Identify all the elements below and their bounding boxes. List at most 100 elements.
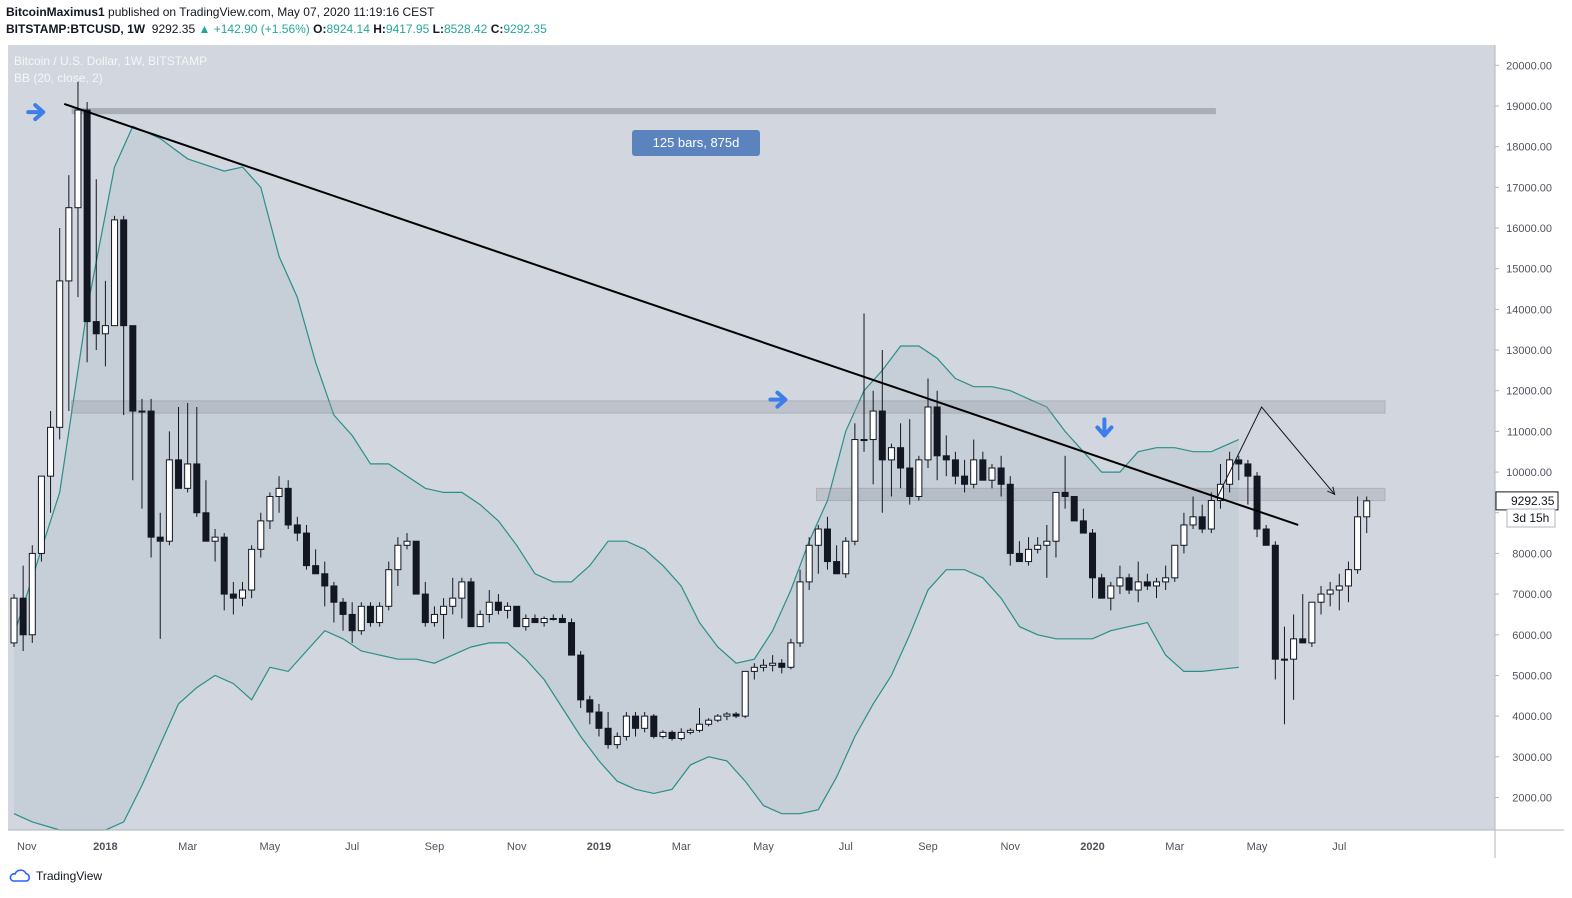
candle-body-107 [988,467,996,481]
candle-body-48 [449,597,457,607]
candle-body-98 [906,467,914,497]
candle-body-5 [56,280,64,428]
candle-body-87 [805,544,813,583]
candle-body-60 [558,617,566,624]
y-tick-label-9: 11000.00 [1507,426,1552,438]
author-name[interactable]: BitcoinMaximus1 [6,5,105,19]
candle-body-148 [1363,500,1371,518]
tradingview-logo[interactable]: TradingView [8,869,102,883]
candle-body-115 [1061,491,1069,497]
candle-body-117 [1079,520,1087,534]
candle-body-138 [1271,544,1279,660]
close-label: C: [490,22,504,36]
open-label: O: [313,22,327,36]
candle-body-99 [915,459,923,497]
candle-body-54 [504,605,512,611]
projection-arrowhead [1327,486,1336,496]
bb-upper-line [13,125,1240,664]
y-tick-label-4: 6000.00 [1512,630,1552,642]
candle-body-139 [1280,658,1288,661]
trendline [63,103,1299,526]
candle-body-13 [129,325,137,412]
candle-body-43 [403,540,411,546]
candle-body-11 [111,219,119,327]
candle-body-101 [933,406,941,457]
candle-body-51 [476,613,484,628]
candle-body-39 [366,605,374,624]
candle-body-53 [494,601,502,611]
candle-body-61 [568,622,576,656]
y-tick-label-5: 7000.00 [1512,589,1552,601]
indicator-legend[interactable]: BB (20, close, 2) [14,71,103,85]
candle-body-135 [1244,463,1252,477]
candle-body-38 [357,605,365,632]
candle-body-12 [120,219,128,327]
close-value: 9292.35 [503,22,547,36]
candle-body-57 [531,617,539,624]
candle-body-76 [705,719,713,725]
candle-body-16 [156,536,164,542]
candle-body-126 [1162,577,1170,583]
ohlc-bar: BITSTAMP:BTCUSD, 1W 9292.35 ▲ +142.90 (+… [6,22,547,36]
symbol-label: BITSTAMP:BTCUSD, 1W [6,22,146,36]
candle-body-10 [101,325,109,335]
candle-body-81 [750,666,758,672]
candle-body-93 [860,439,868,442]
y-tick-label-6: 8000.00 [1512,548,1552,560]
candle-body-15 [147,410,155,538]
tradingview-cloud-icon [9,869,30,882]
y-tick-label-0: 2000.00 [1512,792,1552,804]
candle-body-105 [970,459,978,485]
change-value: ▲ +142.90 (+1.56%) [198,22,310,36]
x-axis-ticks: Nov 2018 Mar May Jul Sep Nov 2019 Mar May Jul Sep No… [17,841,1346,853]
bars-badge-bg [632,130,760,156]
candle-body-18 [175,459,183,489]
candle-body-4 [47,426,55,477]
y-tick-label-3: 5000.00 [1512,670,1552,682]
candle-body-63 [586,699,594,713]
candle-body-46 [430,613,438,624]
candle-body-131 [1207,500,1215,530]
candle-body-130 [1198,516,1206,530]
candle-body-109 [1006,483,1014,554]
x-tick-label-3: May [260,841,281,853]
x-tick-label-5: Sep [425,841,445,853]
candle-body-69 [641,715,649,729]
candle-body-17 [165,459,173,542]
countdown-box [1506,508,1556,528]
x-tick-label-7: 2019 [587,841,611,853]
x-tick-label-9: May [753,841,774,853]
candle-body-128 [1180,524,1188,546]
low-value: 8528.42 [443,22,488,36]
countdown-text: 3d 15h [1513,511,1550,525]
candle-body-50 [467,581,475,628]
y-tick-label-8: 10000.00 [1506,467,1552,479]
chart-legend-title[interactable]: Bitcoin / U.S. Dollar, 1W, BITSTAMP [14,54,207,68]
candle-body-111 [1025,548,1033,563]
candle-body-27 [257,520,265,550]
candle-body-108 [997,467,1005,485]
candle-body-91 [842,540,850,575]
time-axis[interactable] [8,830,1495,858]
candle-body-31 [293,524,301,534]
candle-body-65 [604,727,612,746]
candle-body-83 [769,662,777,666]
bars-range-badge: 125 bars, 875d [632,130,760,156]
candle-body-116 [1070,495,1078,522]
candle-body-37 [348,613,356,632]
candle-body-106 [979,459,987,481]
candle-body-32 [302,532,310,567]
candle-body-40 [376,605,384,624]
candle-body-30 [284,487,292,526]
candle-body-73 [677,731,685,739]
candle-body-137 [1262,528,1270,546]
candle-body-124 [1143,581,1151,587]
candle-body-125 [1153,581,1160,587]
price-axis[interactable] [1495,45,1564,858]
candle-body-95 [878,410,886,461]
x-tick-label-0: Nov [17,841,37,853]
y-tick-label-14: 16000.00 [1506,223,1552,235]
candle-body-141 [1299,638,1307,644]
y-tick-label-10: 12000.00 [1506,386,1552,398]
